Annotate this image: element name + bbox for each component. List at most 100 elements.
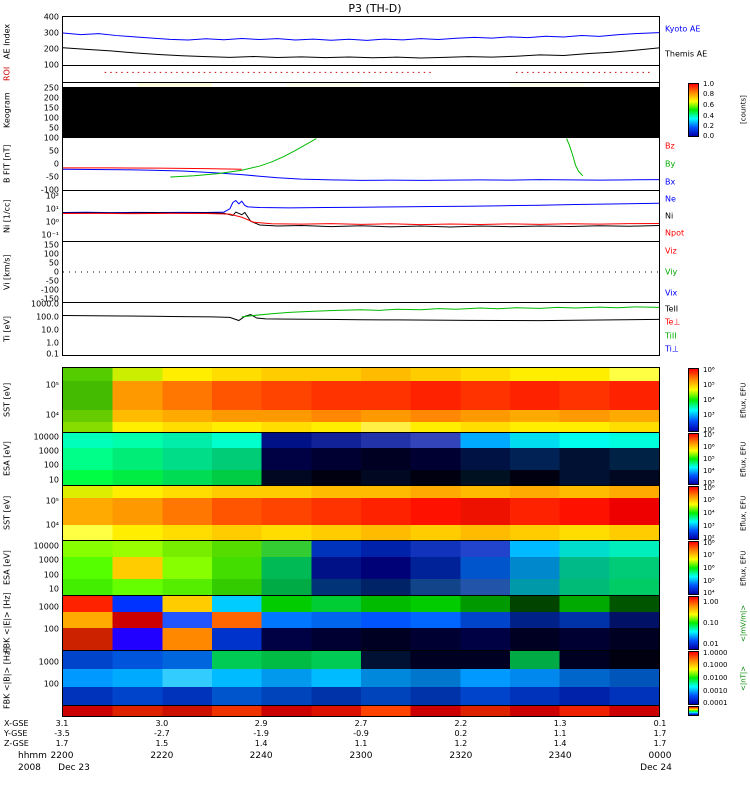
colorbar-tick-label: 10⁶ — [703, 564, 715, 572]
x-axis-label: -0.9 — [353, 729, 369, 738]
series-label: Bx — [665, 177, 676, 187]
y-tick-label: 10⁴ — [45, 410, 59, 420]
colorbar-unit-label: <|nT|> — [739, 665, 748, 691]
heatmap-row — [63, 433, 659, 448]
colorbar-tick-label: 0.0001 — [703, 699, 728, 708]
y-tick-label: 100.0 — [36, 312, 59, 322]
series-label: Npot — [665, 228, 685, 238]
colorbar — [688, 651, 699, 705]
y-tick-label: 0 — [53, 159, 59, 169]
x-axis-label: 0.1 — [653, 719, 667, 728]
y-tick-label: 1000 — [38, 657, 59, 667]
y-tick-label: 10000 — [33, 541, 59, 551]
y-tick-label: -150 — [40, 294, 59, 304]
y-tick-label: 150 — [43, 240, 59, 250]
y-tick-label: 250 — [43, 83, 59, 93]
plot-title: P3 (TH-D) — [348, 2, 402, 15]
colorbar-tick-label: 0.4 — [703, 111, 715, 120]
panel-esa-electron-spectrogram: ESA [eV] 10000 1000 100 10 10⁸ 10⁷ 10⁶ 10⁵ 10⁴ E… — [0, 538, 750, 598]
y-axis-title-keogram: Keogram — [2, 92, 12, 128]
y-axis-title-fbkb: FBK <|B|> [Hz] — [2, 647, 12, 709]
panel-ni-density: Ni [1/cc] 10² 10¹ 10⁰ 10⁻¹ Ne Ni Npot — [0, 190, 750, 242]
x-axis-label: 1.4 — [254, 739, 268, 748]
panel-stack: AE Index 400 300 200 100 Kyoto AE Themis AE … — [0, 12, 750, 717]
x-axis-label: X-GSE — [4, 719, 29, 728]
colorbar — [688, 83, 699, 137]
y-tick-labels-fbke: 1000 100 — [14, 595, 61, 651]
heatmap-row — [63, 83, 659, 88]
colorbar-tick-label: 10⁴ — [703, 509, 715, 517]
y-tick-label: 50 — [48, 258, 59, 268]
x-axis-label: 2300 — [349, 751, 373, 761]
colorbar-tick-label: 10³ — [703, 479, 715, 488]
x-axis-label: 2340 — [548, 751, 572, 761]
y-tick-label: 100 — [43, 570, 59, 580]
colorbar-tick-label: 0.0 — [703, 132, 715, 141]
series-TeII — [63, 315, 659, 321]
heatmap-row — [63, 470, 659, 485]
colorbar-tick-label: 0.2 — [703, 122, 715, 131]
y-tick-labels-esa1: 10000 1000 100 10 — [14, 432, 61, 486]
spectrogram-image — [63, 486, 659, 540]
y-tick-label: 100 — [43, 460, 59, 470]
y-tick-labels-fbkb: 1000 100 — [14, 650, 61, 706]
colorbar-tick-label: 0.6 — [703, 100, 715, 109]
colorbar-area-esa1: 10⁷ 10⁶ 10⁵ 10⁴ 10³ Eflux, EFU — [660, 431, 750, 488]
x-axis-label: 2.9 — [254, 719, 268, 728]
spectrogram-image — [63, 433, 659, 485]
series-label: Themis AE — [665, 49, 708, 58]
y-tick-label: 400 — [43, 12, 59, 22]
plot-area-roi — [62, 65, 660, 83]
colorbar-tick-label: 0.1000 — [703, 661, 728, 670]
y-tick-label: 50 — [48, 123, 59, 133]
y-tick-labels-keogram: 250 200 150 100 50 — [14, 82, 61, 138]
heatmap-row — [63, 409, 659, 423]
y-tick-label: 200 — [43, 93, 59, 103]
x-axis-label: Dec 23 — [58, 763, 90, 773]
colorbar-tick-label: 10⁷ — [703, 551, 715, 560]
heatmap-row — [63, 578, 659, 595]
panel-roi: ROI — [0, 65, 750, 83]
x-axis-label: 3.1 — [55, 719, 69, 728]
colorbar-tick-label: 10⁸ — [703, 538, 715, 547]
x-axis-label: 1.7 — [653, 739, 667, 748]
y-axis-fbkb: FBK <|B|> [Hz] 1000 100 — [0, 647, 62, 709]
heatmap-row — [63, 612, 659, 629]
y-axis-title-esa2: ESA [eV] — [2, 550, 12, 586]
colorbar-tick-label: 10⁴ — [703, 467, 715, 476]
y-tick-label: 100 — [43, 60, 59, 70]
y-axis-vi: Vi [km/s] 150 100 50 0 -50 -100 -150 — [0, 241, 62, 303]
heatmap-row — [63, 380, 659, 410]
series-label: TeII — [665, 304, 679, 314]
colorbar — [688, 706, 699, 716]
heatmap-row — [63, 497, 659, 525]
x-axis-label: 1.4 — [553, 739, 567, 748]
line-plot — [63, 66, 659, 82]
y-axis-keogram: Keogram 250 200 150 100 50 — [0, 82, 62, 138]
colorbar-tick-label: 0.10 — [703, 619, 719, 627]
x-axis-label: -1.9 — [253, 729, 269, 738]
heatmap-row — [63, 447, 659, 471]
colorbar-area-sst1: 10⁶ 10⁵ 10⁴ 10³ 10² Eflux, EFU — [660, 366, 750, 434]
y-tick-label: 1000.0 — [31, 299, 59, 309]
y-tick-label: 10⁵ — [45, 496, 59, 506]
y-tick-label: 10⁻¹ — [41, 230, 59, 240]
x-axis-label: hhmm — [18, 751, 47, 761]
x-axis-label: 2.2 — [454, 719, 468, 728]
series-Themis AE — [63, 48, 659, 58]
colorbar — [688, 596, 699, 650]
series-label: Ne — [665, 194, 676, 204]
colorbar — [688, 541, 699, 595]
y-tick-labels-ti: 1000.0 100.0 10.0 1.0 0.1 — [14, 299, 61, 359]
y-axis-title-fbke: FBK <|E|> [Hz] — [2, 592, 12, 654]
colorbar-tick-label: 10⁴ — [703, 589, 715, 598]
y-tick-label: 10¹ — [45, 204, 59, 214]
y-axis-title-sst1: SST [eV] — [2, 382, 12, 418]
x-axis-label: 1.3 — [553, 719, 567, 728]
y-axis-title-ae: AE Index — [2, 23, 12, 59]
y-tick-label: 100 — [43, 624, 59, 634]
colorbar-tick-label: 1.00 — [703, 597, 719, 606]
series-label: Viz — [665, 246, 677, 256]
x-axis-label: 1.2 — [454, 739, 468, 748]
colorbar-tick-label: 10⁶ — [703, 442, 715, 451]
